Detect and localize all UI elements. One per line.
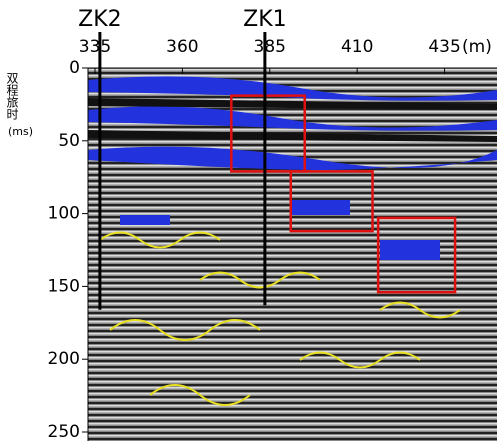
borehole-label: ZK2 (78, 7, 122, 32)
x-tick-label: 435 (428, 37, 460, 57)
anomaly-box (289, 170, 374, 233)
y-tick-label: 150 (48, 276, 80, 296)
borehole-label: ZK1 (243, 7, 287, 32)
radar-image (88, 68, 497, 441)
x-tick-label: 410 (341, 37, 373, 57)
y-tick-label: 200 (48, 349, 80, 369)
y-tick-label: 250 (48, 422, 80, 441)
anomaly-box (376, 216, 457, 294)
y-tick-label: 50 (58, 131, 80, 151)
y-axis-label: 双程旅时 (5, 72, 19, 120)
x-tick-label: 360 (166, 37, 198, 57)
x-tick-label: 335 (79, 37, 111, 57)
y-tick-label: 0 (69, 58, 80, 78)
y-axis-unit: (ms) (8, 125, 33, 138)
x-tick-label: 385 (254, 37, 286, 57)
y-tick-label: 100 (48, 204, 80, 224)
anomaly-box (230, 94, 306, 173)
x-axis-unit: (m) (462, 37, 492, 57)
